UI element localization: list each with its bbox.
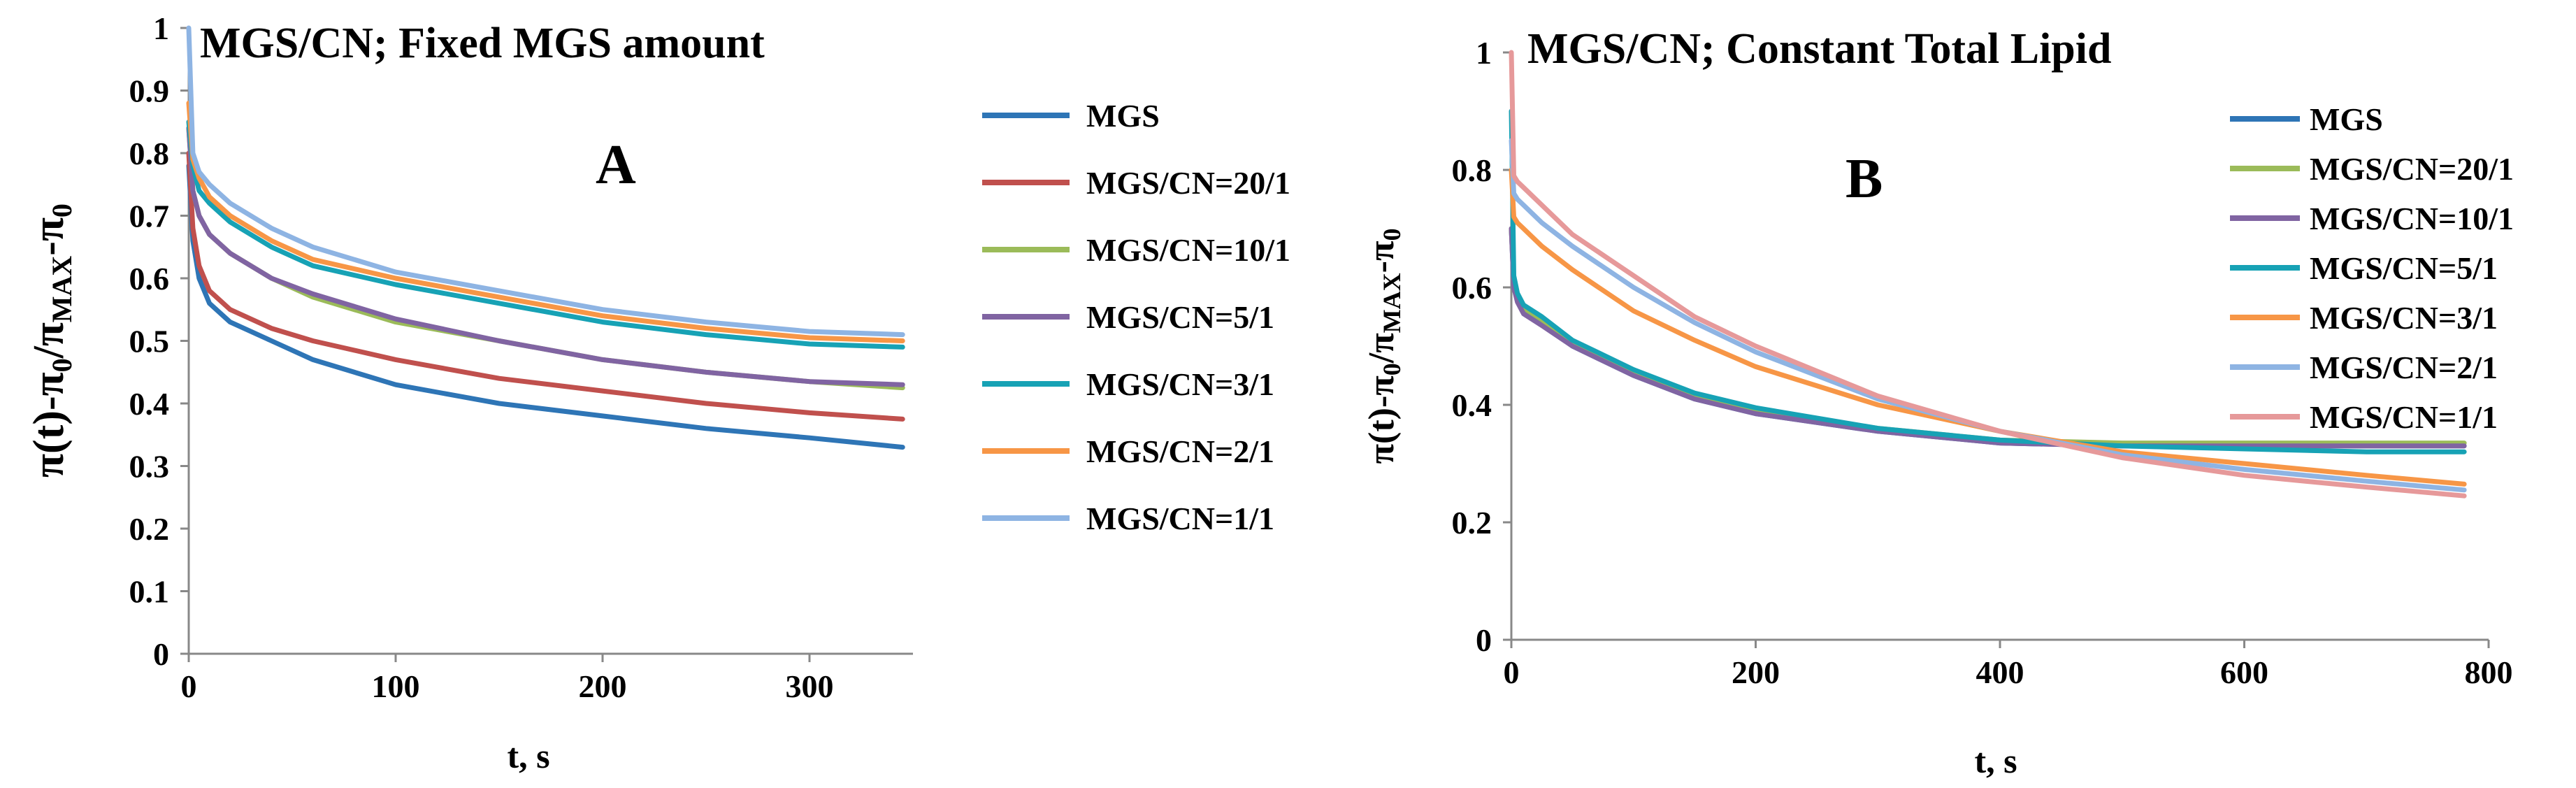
chart-a-y-ticks: 0 0.1 0.2 0.3 0.4 0.5 0.6 0.7 0.8 0.9 1 [129,10,189,672]
series-line [1509,138,2467,493]
legend-label: MGS/CN=2/1 [1086,434,1274,469]
legend-label: MGS/CN=2/1 [2310,350,2498,385]
chart-a-panel-letter: A [596,134,636,196]
chart-b-y-title-sub: 0 [1378,363,1406,375]
y-tick-label: 0.1 [129,574,170,610]
y-tick-label: 0 [1476,622,1492,658]
y-tick-label: 1 [1476,35,1492,71]
series-line [186,100,905,343]
chart-b-y-title-part: /π [1362,333,1402,364]
chart-b-y-title-part: π(t)-π [1362,375,1402,464]
chart-panel-b: MGS/CN; Constant Total Lipid B 0 0.2 0.4 0.… [1362,25,2514,780]
legend-label: MGS/CN=20/1 [1086,165,1290,201]
y-tick-label: 0.8 [129,136,170,171]
y-tick-label: 0.8 [1452,152,1492,188]
legend-label: MGS/CN=3/1 [1086,366,1274,402]
series-line [186,163,905,450]
y-tick-label: 0 [153,636,169,672]
chart-b-x-ticks: 0 200 400 600 800 [1504,640,2513,690]
legend-label: MGS/CN=3/1 [2310,300,2498,336]
chart-b-legend: MGS MGS/CN=20/1 MGS/CN=10/1 MGS/CN=5/1 MGS/C… [2230,101,2514,435]
legend-label: MGS/CN=1/1 [2310,399,2498,435]
chart-a-x-ticks: 0 100 200 300 [181,654,834,704]
chart-b-x-axis-title: t, s [1974,741,2017,780]
series-line [186,119,905,350]
legend-label: MGS/CN=5/1 [1086,299,1274,335]
legend-label: MGS/CN=10/1 [2310,201,2514,236]
y-tick-label: 0.6 [1452,270,1492,306]
chart-a-y-title-sub: 0 [46,358,78,372]
x-tick-label: 100 [372,668,420,704]
chart-b-y-title-sub: 0 [1378,229,1406,241]
chart-a-title: MGS/CN; Fixed MGS amount [200,20,765,67]
chart-a-legend: MGS MGS/CN=20/1 MGS/CN=10/1 MGS/CN=5/1 MGS/C… [982,98,1290,536]
chart-b-y-title-part: -π [1362,241,1402,273]
y-tick-label: 0.2 [1452,505,1492,540]
legend-label: MGS [1086,98,1160,134]
y-tick-label: 0.9 [129,73,170,109]
legend-label: MGS/CN=20/1 [2310,151,2514,187]
x-tick-label: 0 [1504,654,1520,690]
chart-a-y-title-part: /π [25,322,73,359]
chart-b-y-ticks: 0 0.2 0.4 0.6 0.8 1 [1452,35,1511,658]
chart-a-y-title-part: -π [25,217,73,256]
y-tick-label: 0.7 [129,199,170,234]
chart-a-y-title-sub: 0 [46,203,78,217]
chart-b-title: MGS/CN; Constant Total Lipid [1527,25,2112,73]
y-tick-label: 0.5 [129,324,170,359]
x-tick-label: 200 [1732,654,1780,690]
series-line [1509,108,2467,454]
chart-b-y-axis-title: π(t)-π0/πMAX-π0 [1362,229,1406,464]
y-tick-label: 0.4 [129,386,170,422]
y-tick-label: 1 [153,10,169,46]
legend-label: MGS [2310,101,2383,137]
series-line [1509,167,2467,487]
chart-a-x-axis-title: t, s [507,736,549,775]
series-line [186,150,905,422]
chart-panel-a: MGS/CN; Fixed MGS amount A 0 0.1 0.2 0.3 0.4… [25,10,1290,775]
series-line [186,25,905,338]
legend-label: MGS/CN=1/1 [1086,501,1274,536]
legend-label: MGS/CN=10/1 [1086,232,1290,268]
x-tick-label: 300 [786,668,834,704]
chart-b-panel-letter: B [1845,148,1883,210]
legend-label: MGS/CN=5/1 [2310,250,2498,286]
x-tick-label: 400 [1976,654,2024,690]
chart-b-series [1509,50,2467,499]
y-tick-label: 0.4 [1452,387,1492,423]
x-tick-label: 0 [181,668,197,704]
y-tick-label: 0.6 [129,261,170,296]
y-tick-label: 0.2 [129,511,170,547]
x-tick-label: 800 [2465,654,2513,690]
x-tick-label: 600 [2220,654,2268,690]
series-line [1509,50,2467,499]
chart-a-y-axis-title: π(t)-π0/πMAX-π0 [25,203,78,478]
series-line [186,125,905,387]
chart-a-y-title-part: π(t)-π [25,372,73,478]
y-tick-label: 0.3 [129,449,170,485]
x-tick-label: 200 [579,668,627,704]
chart-b-y-title-sub: MAX [1378,273,1406,333]
chart-a-y-title-sub: MAX [46,256,78,323]
chart-a-series [186,25,905,450]
